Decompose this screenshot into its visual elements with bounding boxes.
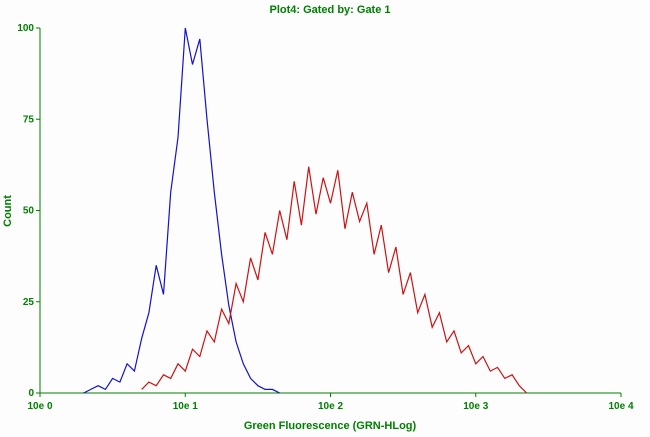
- y-tick-label: 100: [17, 23, 34, 34]
- y-tick-label: 75: [23, 114, 35, 125]
- x-tick-label: 10e 0: [27, 401, 52, 412]
- y-tick-label: 25: [23, 297, 35, 308]
- y-axis-label: Count: [2, 195, 14, 227]
- chart-title: Plot4: Gated by: Gate 1: [269, 4, 390, 16]
- x-tick-label: 10e 1: [173, 401, 198, 412]
- x-tick-label: 10e 4: [608, 401, 633, 412]
- blue-series-line: [83, 27, 280, 394]
- red-series-line: [141, 166, 528, 394]
- axes: [39, 28, 621, 394]
- x-axis-label: Green Fluorescence (GRN-HLog): [244, 420, 417, 432]
- x-tick-label: 10e 3: [463, 401, 488, 412]
- y-tick-label: 50: [23, 206, 35, 217]
- y-tick-label: 0: [28, 388, 34, 399]
- series-lines: [83, 27, 528, 394]
- x-tick-label: 10e 2: [318, 401, 343, 412]
- axis-ticks: 10e 0 10e 1 10e 2 10e 3 10e 4 0 25 50 75 100: [17, 23, 634, 412]
